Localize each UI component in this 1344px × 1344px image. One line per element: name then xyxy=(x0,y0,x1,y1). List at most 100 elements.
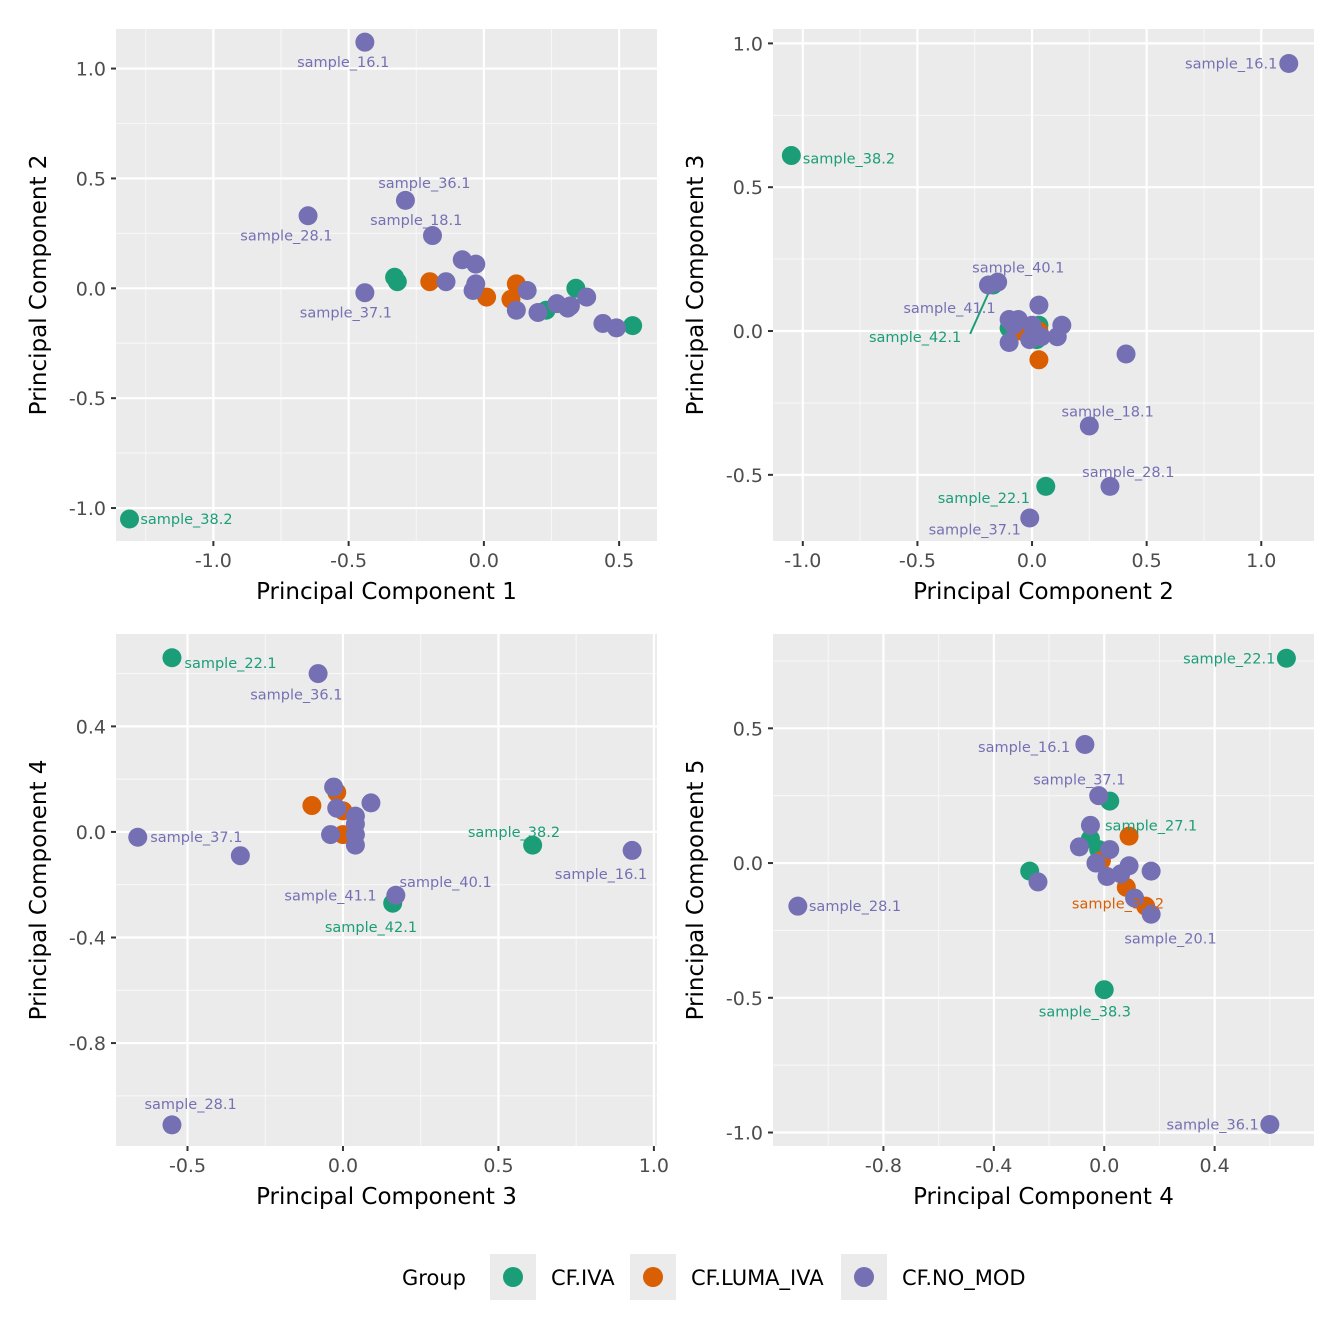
point-cf-iva xyxy=(523,835,543,855)
point-cf-iva xyxy=(1094,980,1114,1000)
point-label-sample-22-1: sample_22.1 xyxy=(1183,651,1275,667)
y-tick-label: 1.0 xyxy=(76,59,106,81)
point-label-sample-38-2: sample_38.2 xyxy=(803,151,895,167)
point-cf-no-mod xyxy=(1125,888,1145,908)
point-cf-no-mod xyxy=(436,272,456,292)
point-cf-no-mod xyxy=(1075,734,1095,754)
point-label-sample-42-1: sample_42.1 xyxy=(325,920,417,936)
y-tick-label: -1.0 xyxy=(69,498,106,520)
point-cf-no-mod xyxy=(327,798,347,818)
legend-label-cf-luma-iva: CF.LUMA_IVA xyxy=(691,1266,824,1291)
x-tick-label: 0.4 xyxy=(1200,1155,1230,1177)
point-cf-no-mod xyxy=(999,333,1019,353)
legend-key-cf-iva xyxy=(503,1267,523,1287)
x-tick-label: 0.0 xyxy=(469,550,499,572)
gridlines xyxy=(773,634,1314,1146)
point-cf-no-mod xyxy=(361,793,381,813)
point-cf-no-mod xyxy=(1080,815,1100,835)
point-label-sample-36-1: sample_36.1 xyxy=(1167,1117,1259,1133)
x-tick-label: -0.5 xyxy=(169,1155,206,1177)
point-label-sample-16-1: sample_16.1 xyxy=(1185,57,1277,73)
y-tick-label: 0.0 xyxy=(733,321,763,343)
point-cf-no-mod xyxy=(324,777,344,797)
point-cf-no-mod xyxy=(1004,315,1024,335)
x-tick-label: -0.4 xyxy=(975,1155,1012,1177)
y-tick-label: 0.5 xyxy=(76,168,106,190)
y-axis-title: Principal Component 5 xyxy=(683,760,709,1021)
point-cf-no-mod xyxy=(1086,853,1106,873)
point-label-sample-38-2: sample_38.2 xyxy=(468,825,560,841)
x-tick-label: -1.0 xyxy=(195,550,232,572)
x-tick-label: 1.0 xyxy=(639,1155,669,1177)
point-cf-no-mod xyxy=(1020,330,1040,350)
data-points: sample_22.1 sample_16.1 sample_37.1 sample_… xyxy=(788,648,1296,1134)
y-tick-label: 1.0 xyxy=(733,33,763,55)
point-cf-no-mod xyxy=(395,190,415,210)
point-cf-no-mod xyxy=(355,283,375,303)
x-axis-ticks: -1.0 -0.5 0.0 0.5 xyxy=(195,541,634,572)
x-tick-label: 0.0 xyxy=(1017,550,1047,572)
point-cf-no-mod xyxy=(560,296,580,316)
y-axis-title: Principal Component 3 xyxy=(683,155,709,416)
y-tick-label: -0.5 xyxy=(726,465,763,487)
y-axis-ticks: -1.0 -0.5 0.0 0.5 xyxy=(726,718,773,1145)
point-cf-no-mod xyxy=(298,206,318,226)
point-label-sample-37-1: sample_37.1 xyxy=(1033,773,1125,789)
point-cf-no-mod xyxy=(355,32,375,52)
point-label-sample-40-1: sample_40.1 xyxy=(399,875,491,891)
x-tick-label: -0.8 xyxy=(865,1155,902,1177)
point-label-sample-27-1: sample_27.1 xyxy=(1105,818,1197,834)
x-tick-label: -1.0 xyxy=(784,550,821,572)
x-axis-title: Principal Component 3 xyxy=(256,1184,517,1210)
panel-background xyxy=(116,634,657,1146)
x-tick-label: 0.5 xyxy=(483,1155,513,1177)
point-cf-no-mod xyxy=(1116,344,1136,364)
legend: Group CF.IVA CF.LUMA_IVA CF.NO_MOD xyxy=(402,1254,1026,1300)
point-label-sample-41-1: sample_41.1 xyxy=(903,301,995,317)
x-tick-label: 0.5 xyxy=(1132,550,1162,572)
point-cf-no-mod xyxy=(606,318,626,338)
point-cf-luma-iva xyxy=(1029,350,1049,370)
legend-item-cf-luma-iva: CF.LUMA_IVA xyxy=(630,1254,824,1300)
point-cf-no-mod xyxy=(1047,327,1067,347)
y-tick-label: -0.8 xyxy=(69,1033,106,1055)
point-cf-iva xyxy=(387,272,407,292)
gridlines xyxy=(773,29,1314,541)
y-tick-label: -0.4 xyxy=(69,928,106,950)
gridlines xyxy=(116,634,657,1146)
point-cf-luma-iva xyxy=(1119,826,1139,846)
x-tick-label: 0.5 xyxy=(604,550,634,572)
point-cf-no-mod xyxy=(506,300,526,320)
panel-pc1-vs-pc2: sample_16.1 sample_36.1 sample_18.1 sample_… xyxy=(26,29,657,605)
point-cf-luma-iva xyxy=(302,796,322,816)
panel-pc2-vs-pc3: sample_16.1 sample_38.2 sample_40.1 sample_… xyxy=(683,29,1314,605)
panel-background xyxy=(773,29,1314,541)
point-cf-no-mod xyxy=(386,885,406,905)
point-cf-no-mod xyxy=(230,846,250,866)
point-label-sample-41-1: sample_41.1 xyxy=(284,888,376,904)
x-tick-label: -0.5 xyxy=(330,550,367,572)
point-label-sample-38-2: sample_38.2 xyxy=(140,512,232,528)
y-axis-title: Principal Component 2 xyxy=(26,155,52,416)
y-tick-label: 0.0 xyxy=(76,278,106,300)
point-label-sample-37-1: sample_37.1 xyxy=(150,830,242,846)
legend-item-cf-no-mod: CF.NO_MOD xyxy=(841,1254,1026,1300)
point-label-sample-22-1: sample_22.1 xyxy=(938,491,1030,507)
legend-key-cf-luma-iva xyxy=(643,1267,663,1287)
point-cf-no-mod xyxy=(528,302,548,322)
legend-key-cf-no-mod xyxy=(854,1267,874,1287)
y-tick-label: -0.5 xyxy=(69,388,106,410)
point-cf-no-mod xyxy=(1111,864,1131,884)
x-axis-ticks: -0.5 0.0 0.5 1.0 xyxy=(169,1146,669,1177)
point-label-sample-16-1: sample_16.1 xyxy=(555,867,647,883)
data-points: sample_16.1 sample_36.1 sample_18.1 sample_… xyxy=(120,32,643,529)
x-tick-label: 0.0 xyxy=(1089,1155,1119,1177)
y-tick-label: 0.5 xyxy=(733,177,763,199)
point-label-sample-37-2: sample_37.2 xyxy=(1072,896,1164,912)
panel-pc4-vs-pc5: sample_22.1 sample_16.1 sample_37.1 sample_… xyxy=(683,634,1314,1210)
x-tick-label: 1.0 xyxy=(1246,550,1276,572)
point-cf-no-mod xyxy=(466,254,486,274)
point-cf-no-mod xyxy=(128,827,148,847)
point-cf-iva xyxy=(162,648,182,668)
